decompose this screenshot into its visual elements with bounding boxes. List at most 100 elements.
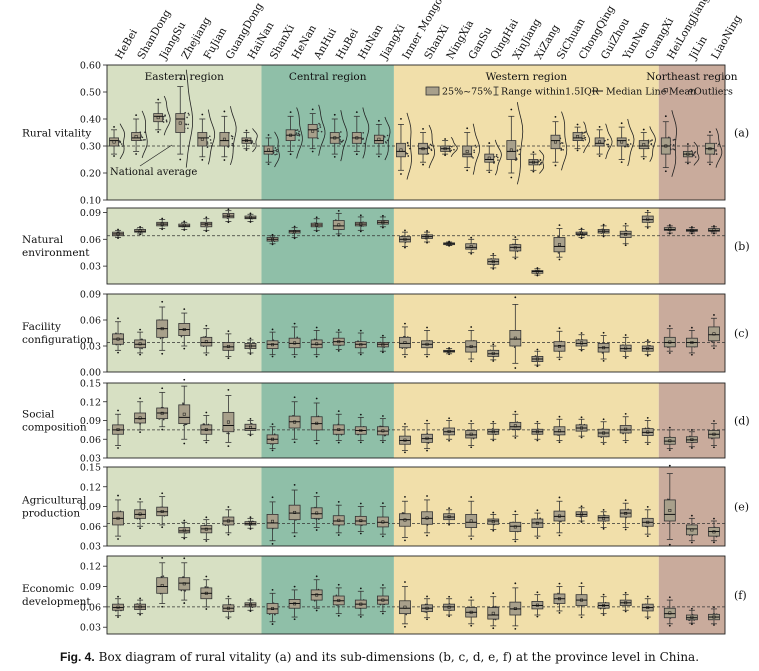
box-f: [443, 595, 456, 618]
outlier-point: [536, 365, 539, 368]
legend-mean-label: Mean: [669, 87, 696, 98]
outlier-point: [536, 267, 539, 269]
sample-dot: [450, 145, 453, 148]
outlier-point: [536, 615, 539, 618]
sample-dot: [276, 148, 278, 151]
box-f: [266, 588, 279, 625]
box-c: [641, 339, 654, 357]
box-a: [131, 110, 148, 159]
violin-curve: [561, 111, 568, 171]
mean-marker: [355, 136, 359, 140]
outlier-point: [422, 163, 424, 166]
panel-frame: [106, 207, 726, 285]
y-tick-label: 0.12: [80, 397, 101, 408]
region-band: [658, 208, 725, 284]
outlier-point: [293, 355, 296, 358]
outlier-point: [492, 268, 495, 270]
outlier-point: [183, 347, 186, 350]
outlier-point: [470, 360, 473, 363]
outlier-point: [205, 516, 208, 519]
outlier-point: [713, 232, 715, 235]
y-tick-label: 0.60: [80, 61, 101, 72]
outlier-point: [139, 527, 142, 530]
outlier-point: [713, 517, 715, 520]
outlier-point: [139, 431, 142, 434]
box-d: [178, 378, 191, 445]
sample-dot: [450, 149, 453, 152]
outlier-point: [113, 155, 115, 157]
outlier-point: [426, 326, 428, 329]
outlier-point: [470, 446, 473, 449]
mean-marker: [160, 584, 164, 587]
mean-marker: [249, 603, 252, 607]
panel-row-label: environment: [22, 247, 90, 259]
sample-dot: [560, 148, 563, 151]
outlier-point: [179, 158, 182, 161]
box-f: [354, 587, 367, 618]
outlier-point: [400, 173, 402, 175]
sample-dot: [405, 613, 408, 616]
outlier-point: [157, 131, 160, 133]
box-a: [241, 128, 258, 153]
box-b: [641, 209, 654, 229]
mean-marker: [598, 140, 602, 144]
outlier-point: [558, 496, 561, 499]
outlier-point: [404, 229, 406, 232]
sample-dot: [693, 154, 695, 157]
sample-dot: [276, 153, 278, 155]
mean-marker: [690, 615, 694, 619]
mean-marker: [204, 340, 208, 344]
mean-marker: [580, 341, 583, 345]
outlier-point: [315, 575, 318, 578]
iqr-box: [222, 411, 235, 433]
box-d: [310, 397, 323, 445]
outlier-point: [690, 514, 693, 517]
y-tick-label: 0.03: [80, 542, 101, 553]
outlier-point: [271, 233, 274, 236]
sample-dot: [430, 144, 433, 147]
mean-marker: [204, 527, 208, 531]
box-d: [200, 411, 213, 444]
outlier-point: [139, 498, 142, 500]
outlier-point: [359, 413, 362, 416]
outlier-point: [205, 216, 208, 219]
mean-marker: [337, 598, 341, 602]
mean-marker: [535, 521, 539, 525]
box-d: [553, 415, 566, 444]
mean-marker: [204, 428, 208, 432]
mean-marker: [138, 512, 142, 516]
mean-marker: [646, 217, 650, 221]
outlier-point: [227, 445, 230, 448]
outlier-point: [315, 230, 318, 233]
y-tick-label: 0.06: [80, 522, 101, 533]
outlier-point: [448, 595, 451, 598]
outlier-point: [646, 209, 649, 212]
outlier-point: [514, 236, 517, 239]
mean-marker: [182, 328, 186, 331]
region-band: [261, 294, 394, 372]
panel-a: 0.10 0.20 0.30 0.40 0.50 0.60 Rural vitality (a…: [22, 61, 749, 207]
panel-row-label: production: [22, 508, 80, 520]
iqr-box: [134, 412, 147, 424]
region-band: [261, 208, 394, 284]
mean-marker: [558, 597, 561, 601]
mean-marker: [425, 342, 429, 346]
sample-dot: [650, 143, 653, 145]
outlier-point: [271, 328, 274, 331]
iqr-box: [399, 336, 411, 349]
box-c: [575, 332, 588, 352]
outlier-point: [249, 353, 252, 355]
outlier-point: [536, 348, 539, 351]
sample-dot: [427, 152, 430, 155]
box-e: [575, 505, 588, 523]
violin-curve: [428, 124, 436, 169]
box-c: [663, 325, 676, 354]
box-d: [531, 420, 544, 442]
outlier-point: [558, 358, 561, 361]
sample-dot: [317, 127, 319, 130]
outlier-point: [381, 612, 384, 615]
violin-curve: [252, 128, 258, 153]
sample-dot: [673, 138, 676, 141]
violin-curve: [539, 149, 545, 174]
sample-dot: [516, 150, 519, 152]
